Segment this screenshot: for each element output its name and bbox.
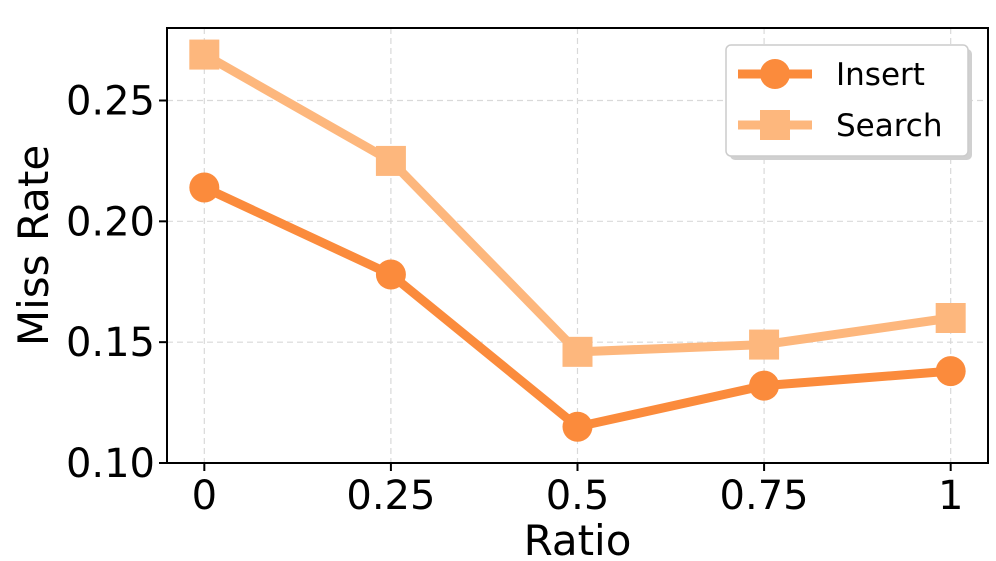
data-point-insert bbox=[935, 356, 966, 387]
y-tick-label: 0.25 bbox=[66, 79, 155, 125]
x-tick-label: 0.75 bbox=[720, 473, 809, 519]
data-point-insert bbox=[375, 259, 406, 290]
x-axis-label: Ratio bbox=[524, 516, 632, 561]
series-insert bbox=[189, 172, 966, 442]
data-point-search bbox=[935, 303, 966, 333]
data-point-search bbox=[749, 329, 780, 360]
y-tick-label: 0.10 bbox=[66, 441, 155, 487]
y-tick-label: 0.20 bbox=[66, 199, 155, 245]
legend-marker-insert bbox=[760, 59, 790, 89]
axis-ticks: 0 0.25 0.5 0.75 1 0.10 0.15 0.20 0.25 bbox=[66, 79, 963, 520]
data-point-insert bbox=[749, 370, 780, 401]
data-point-search bbox=[562, 336, 593, 367]
series-search bbox=[189, 39, 966, 367]
legend-item-search: Search bbox=[738, 108, 943, 144]
data-point-search bbox=[375, 145, 406, 176]
legend-items: Insert Search bbox=[738, 57, 943, 144]
x-tick-label: 0.25 bbox=[346, 473, 435, 519]
y-axis-label: Miss Rate bbox=[9, 145, 58, 346]
data-point-search bbox=[189, 39, 220, 70]
data-point-insert bbox=[562, 411, 593, 442]
x-tick-label: 1 bbox=[938, 473, 963, 519]
legend-marker-search bbox=[760, 110, 790, 140]
legend-label-search: Search bbox=[836, 108, 943, 144]
y-tick-label: 0.15 bbox=[66, 320, 155, 366]
legend-item-insert: Insert bbox=[738, 57, 925, 93]
legend-label-insert: Insert bbox=[836, 57, 925, 93]
legend: Insert Search bbox=[725, 44, 972, 160]
x-tick-label: 0.5 bbox=[546, 473, 610, 519]
data-point-insert bbox=[189, 172, 220, 203]
x-tick-label: 0 bbox=[192, 473, 217, 519]
series-layer bbox=[189, 39, 966, 442]
